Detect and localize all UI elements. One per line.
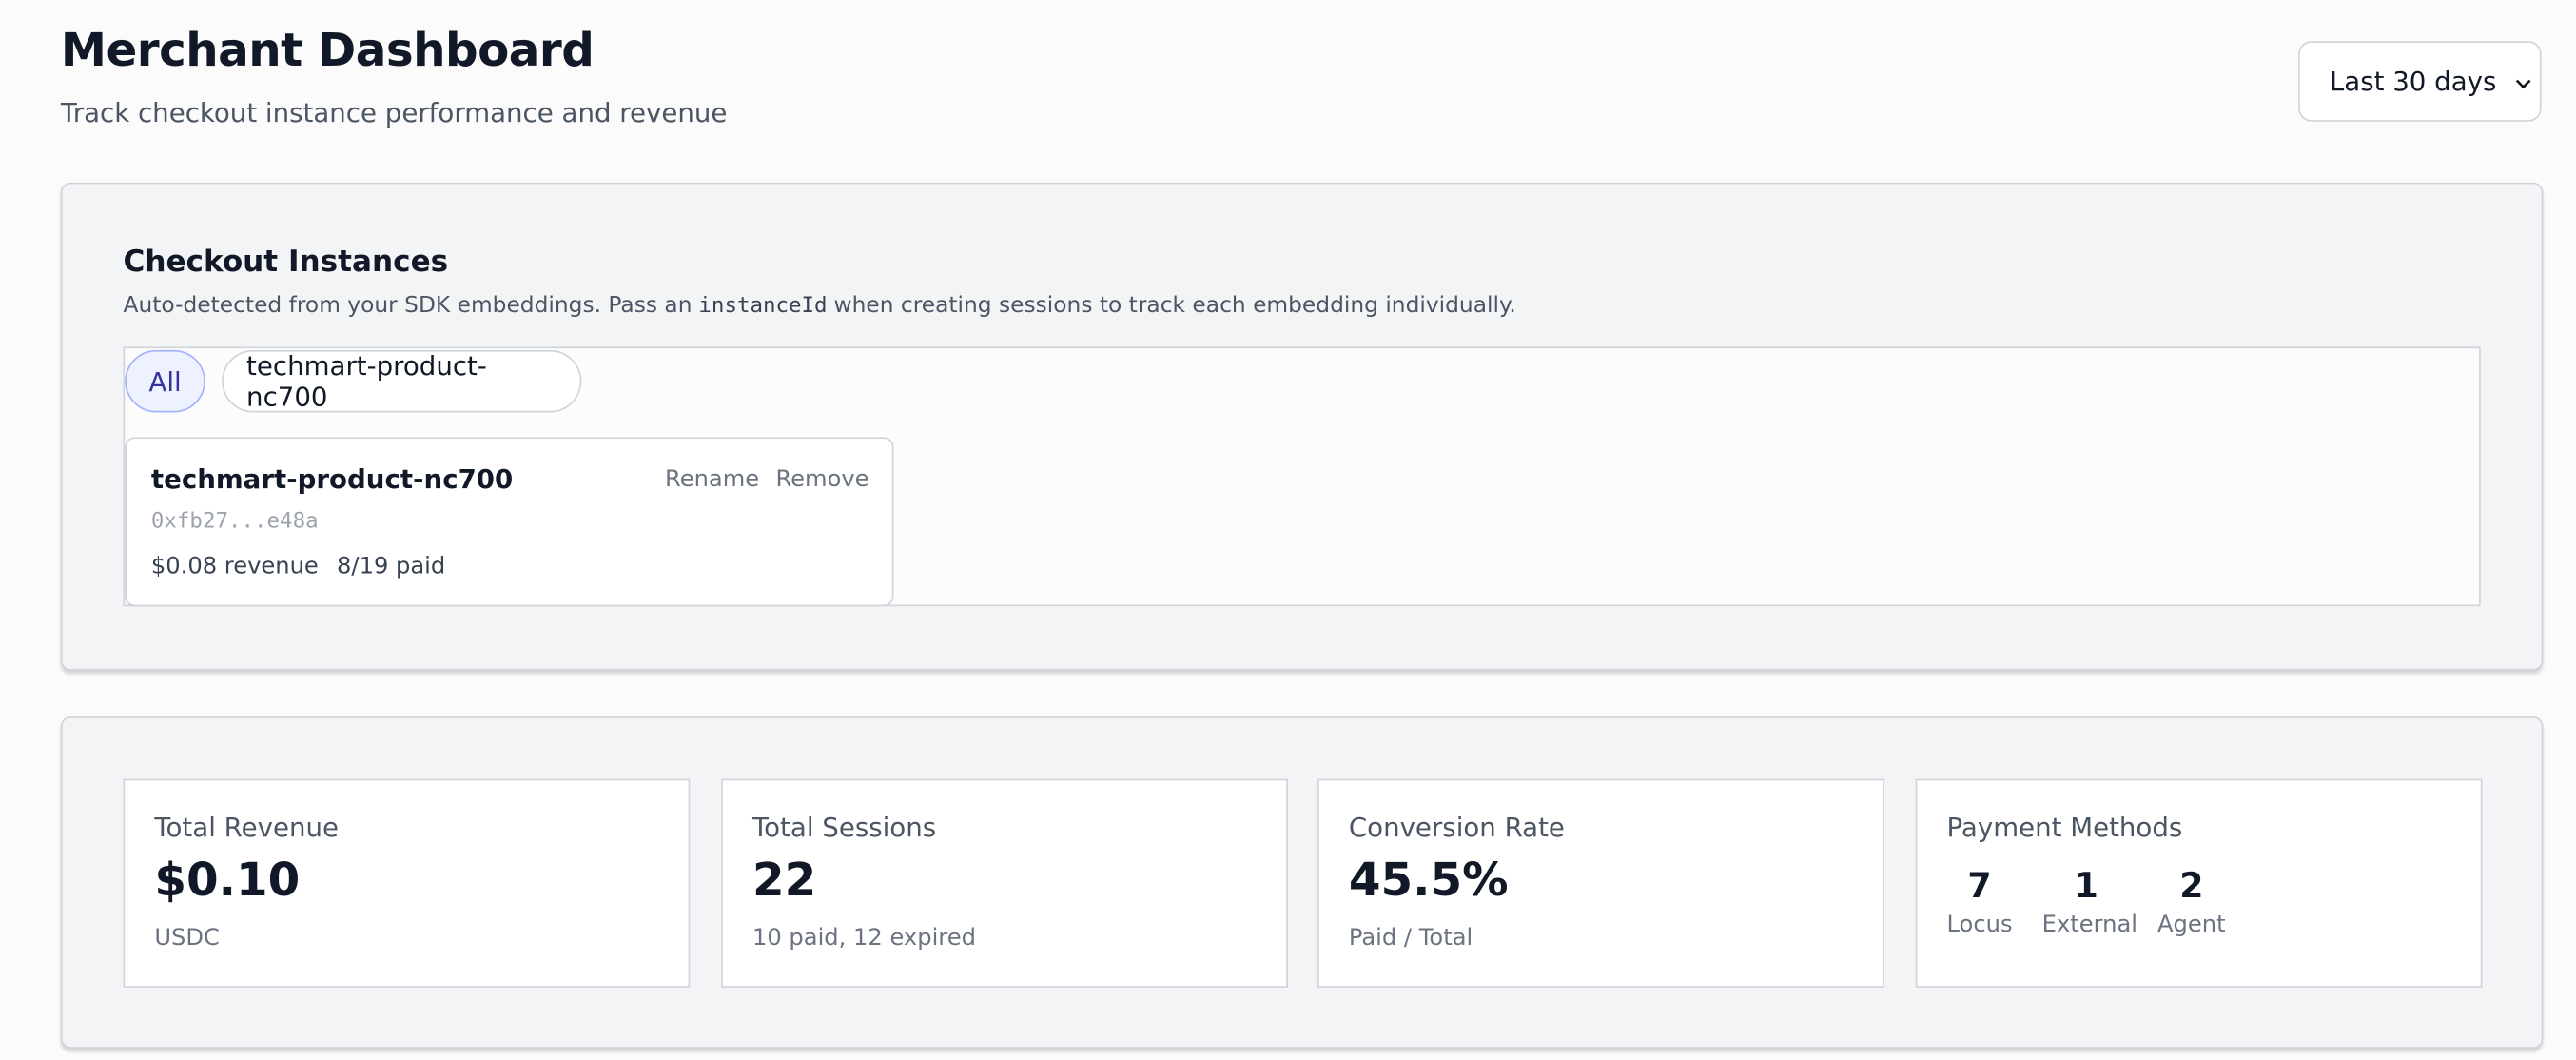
stat-card: Conversion Rate 45.5% Paid / Total (1317, 778, 1884, 988)
stat-note: 10 paid, 12 expired (751, 925, 976, 952)
page-title: Merchant Dashboard (60, 23, 595, 78)
stat-label: Conversion Rate (1348, 812, 1565, 843)
stats-panel: Total Revenue $0.10 USDC Total Sessions … (60, 716, 2544, 1049)
chevron (2515, 79, 2531, 89)
filter-chip[interactable]: All (125, 349, 205, 413)
stat-value: 22 (751, 853, 817, 908)
payment-method: 1 External (2041, 866, 2137, 939)
instance-address: 0xfb27...e48a (150, 509, 319, 535)
code: instanceId (698, 294, 828, 320)
page-subtitle: Track checkout instance performance and … (60, 96, 728, 128)
text: when creating sessions to track each emb… (833, 292, 1516, 320)
stat-note: USDC (154, 925, 220, 952)
stat-label: Payment Methods (1946, 812, 2183, 843)
stat-value: $0.10 (154, 853, 301, 908)
stat-card: Total Sessions 22 10 paid, 12 expired (721, 778, 1288, 988)
text: Auto-detected from your SDK embeddings. … (123, 292, 693, 320)
method-name: Locus (1946, 912, 2013, 939)
method-name: Agent (2157, 912, 2226, 939)
instance-card: techmart-product-nc700 Rename Remove 0xf… (125, 437, 894, 607)
select-value: Last 30 days (2329, 66, 2497, 97)
stat-label: Total Revenue (154, 812, 340, 843)
instance-paid: 8/19 paid (337, 553, 446, 580)
instance-name: techmart-product-nc700 (150, 463, 514, 495)
remove-button[interactable]: Remove (775, 466, 869, 494)
section-title: Checkout Instances (123, 245, 449, 280)
payment-method: 2 Agent (2154, 866, 2229, 938)
instances-box: All techmart-product-nc700 techmart-prod… (123, 346, 2481, 607)
stat-value: 45.5% (1348, 853, 1509, 908)
instance-revenue: $0.08 revenue (150, 553, 319, 580)
stat-note: Paid / Total (1348, 925, 1473, 952)
stat-card: Total Revenue $0.10 USDC (123, 778, 691, 988)
date-range-select[interactable]: Last 30 days (2298, 41, 2542, 122)
section-description: Auto-detected from your SDK embeddings. … (124, 292, 1516, 319)
filter-chip[interactable]: techmart-product-nc700 (222, 349, 582, 413)
method-count: 7 (1967, 866, 1992, 906)
rename-button[interactable]: Rename (665, 466, 760, 494)
method-name: External (2041, 912, 2137, 939)
payment-method: 7 Locus (1946, 866, 2012, 938)
method-count: 2 (2179, 866, 2204, 906)
method-count: 1 (2074, 866, 2098, 906)
stat-label: Total Sessions (751, 812, 937, 843)
stat-card: Payment Methods 7 Locus 1 External 2 Agent (1915, 778, 2483, 988)
